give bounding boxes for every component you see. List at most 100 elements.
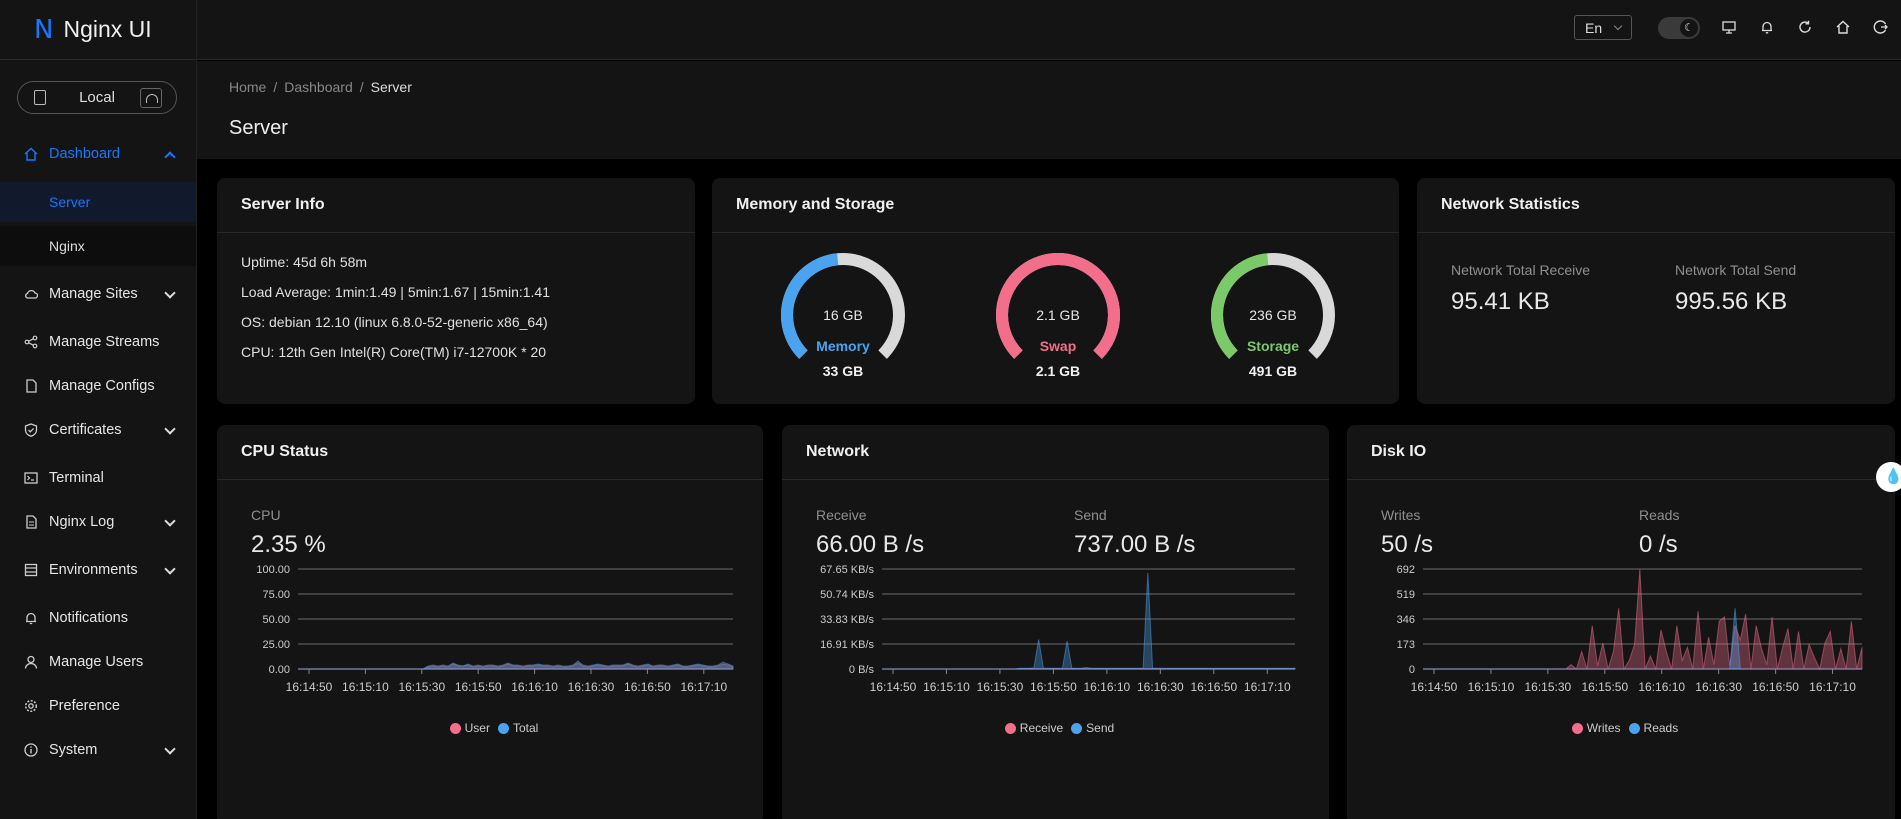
legend-reads[interactable]: Reads <box>1643 721 1679 735</box>
breadcrumb-current: Server <box>370 79 412 95</box>
sidebar-item-environments[interactable]: Environments <box>0 550 196 590</box>
y-tick-label: 346 <box>1397 614 1415 626</box>
logout-icon[interactable] <box>1873 19 1889 35</box>
storage-gauge-arc <box>1211 253 1269 359</box>
cpu-chart: 100.00 75.00 50.00 25.00 0.00 16:14:50 16:15:1… <box>256 564 734 694</box>
log-icon <box>24 515 38 529</box>
y-tick-label: 0.00 <box>269 664 290 676</box>
legend-user-dot[interactable] <box>449 722 461 734</box>
network-legend: Receive Send <box>782 721 1329 735</box>
sidebar-item-terminal[interactable]: Terminal <box>0 458 196 498</box>
sidebar-item-manage-streams[interactable]: Manage Streams <box>0 322 196 362</box>
sidebar-item-preference[interactable]: Preference <box>0 686 196 726</box>
legend-writes[interactable]: Writes <box>1586 721 1621 735</box>
language-value: En <box>1585 20 1603 36</box>
receive-value: 66.00 B /s <box>816 531 925 558</box>
x-tick-label: 16:15:50 <box>455 680 502 694</box>
load-average-text: Load Average: 1min:1.49 | 5min:1.67 | 15… <box>241 284 550 300</box>
swap-name: Swap <box>1040 338 1077 354</box>
network-chart: 67.65 KB/s 50.74 KB/s 33.83 KB/s 16.91 KB/s… <box>820 564 1296 694</box>
x-tick-label: 16:15:50 <box>1581 680 1628 694</box>
card-title: Disk IO <box>1347 425 1895 480</box>
breadcrumb-home[interactable]: Home <box>229 79 267 95</box>
gear-icon <box>24 699 38 713</box>
y-tick-label: 519 <box>1397 589 1415 601</box>
network-total-send-value: 995.56 KB <box>1675 288 1788 315</box>
sidebar-item-label: Preference <box>49 698 120 714</box>
chevron-down-icon <box>164 423 176 435</box>
sidebar-item-manage-configs[interactable]: Manage Configs <box>0 366 196 406</box>
reload-icon[interactable] <box>1797 19 1813 35</box>
sidebar-item-system[interactable]: System <box>0 730 196 770</box>
monitor-icon[interactable] <box>1721 19 1737 35</box>
x-tick-label: 16:16:50 <box>624 680 671 694</box>
terminal-icon <box>24 471 38 485</box>
memory-gauge-arc <box>781 253 839 359</box>
sidebar-item-dashboard[interactable]: Dashboard <box>0 134 196 174</box>
series-area-reads <box>1423 608 1862 670</box>
gauges-area: 16 GB Memory 33 GB 2.1 GB Swap 2.1 GB 23… <box>781 253 1335 379</box>
cpu-label: CPU <box>251 507 281 523</box>
sidebar-item-label: Manage Configs <box>49 378 155 394</box>
app-logo[interactable]: N Nginx UI <box>0 0 196 60</box>
x-tick-label: 16:16:30 <box>1137 680 1184 694</box>
sidebar-subitem-server[interactable]: Server <box>0 182 196 222</box>
sidebar-subitem-nginx[interactable]: Nginx <box>0 226 196 266</box>
legend-writes-dot[interactable] <box>1571 722 1583 734</box>
cpu-legend: User Total <box>217 721 763 735</box>
y-tick-label: 173 <box>1397 639 1415 651</box>
sidebar-item-certificates[interactable]: Certificates <box>0 410 196 450</box>
swap-total: 2.1 GB <box>1036 363 1080 379</box>
legend-total-dot[interactable] <box>497 722 509 734</box>
server-info-card: Server Info Uptime: 45d 6h 58m Load Aver… <box>217 178 695 404</box>
sidebar-item-label: Environments <box>49 562 138 578</box>
file-icon <box>24 379 38 393</box>
x-tick-label: 16:14:50 <box>286 680 333 694</box>
memory-storage-card: Memory and Storage 16 GB Memory 33 GB 2.… <box>712 178 1399 404</box>
home-icon[interactable] <box>1835 19 1851 35</box>
sidebar-item-label: Terminal <box>49 470 104 486</box>
legend-send-dot[interactable] <box>1071 722 1083 734</box>
legend-receive[interactable]: Receive <box>1019 721 1064 735</box>
share-icon <box>24 335 38 349</box>
theme-toggle[interactable]: ☾ <box>1658 17 1700 39</box>
x-tick-label: 16:16:50 <box>1752 680 1799 694</box>
storage-used: 236 GB <box>1249 307 1296 323</box>
environment-selector[interactable]: Local <box>17 81 177 114</box>
page-header: Home / Dashboard / Server Server <box>197 61 1901 159</box>
writes-label: Writes <box>1381 507 1421 523</box>
x-tick-label: 16:16:10 <box>1084 680 1131 694</box>
card-title: Network Statistics <box>1417 178 1895 233</box>
sidebar-item-label: Certificates <box>49 422 122 438</box>
uptime-text: Uptime: 45d 6h 58m <box>241 254 368 270</box>
floating-helper-button[interactable]: 💧 <box>1876 462 1901 492</box>
legend-reads-dot[interactable] <box>1628 722 1640 734</box>
reads-value: 0 /s <box>1639 531 1678 558</box>
y-tick-label: 25.00 <box>262 639 290 651</box>
sidebar-item-notifications[interactable]: Notifications <box>0 598 196 638</box>
legend-user[interactable]: User <box>464 721 490 735</box>
breadcrumb-dashboard[interactable]: Dashboard <box>284 79 353 95</box>
sidebar-item-manage-users[interactable]: Manage Users <box>0 642 196 682</box>
legend-send[interactable]: Send <box>1086 721 1115 735</box>
sidebar-item-label: Server <box>49 194 91 210</box>
dashboard-gauge-icon[interactable] <box>140 88 162 108</box>
shield-icon <box>24 423 38 437</box>
language-select[interactable]: En <box>1574 15 1632 40</box>
sidebar-item-nginx-log[interactable]: Nginx Log <box>0 502 196 542</box>
legend-total[interactable]: Total <box>512 721 539 735</box>
moon-icon: ☾ <box>1680 19 1698 37</box>
memory-gauge: 16 GB Memory 33 GB <box>781 253 905 379</box>
swap-gauge-arc <box>996 253 1120 359</box>
legend-receive-dot[interactable] <box>1004 722 1016 734</box>
y-tick-label: 67.65 KB/s <box>820 564 874 576</box>
top-header: En ☾ <box>197 0 1901 60</box>
chevron-down-icon <box>164 515 176 527</box>
x-tick-label: 16:15:30 <box>398 680 445 694</box>
send-label: Send <box>1074 507 1107 523</box>
swap-used: 2.1 GB <box>1036 307 1080 323</box>
x-tick-label: 16:15:30 <box>1525 680 1572 694</box>
notification-bell-icon[interactable] <box>1759 19 1775 35</box>
user-icon <box>24 655 38 669</box>
sidebar-item-manage-sites[interactable]: Manage Sites <box>0 274 196 314</box>
